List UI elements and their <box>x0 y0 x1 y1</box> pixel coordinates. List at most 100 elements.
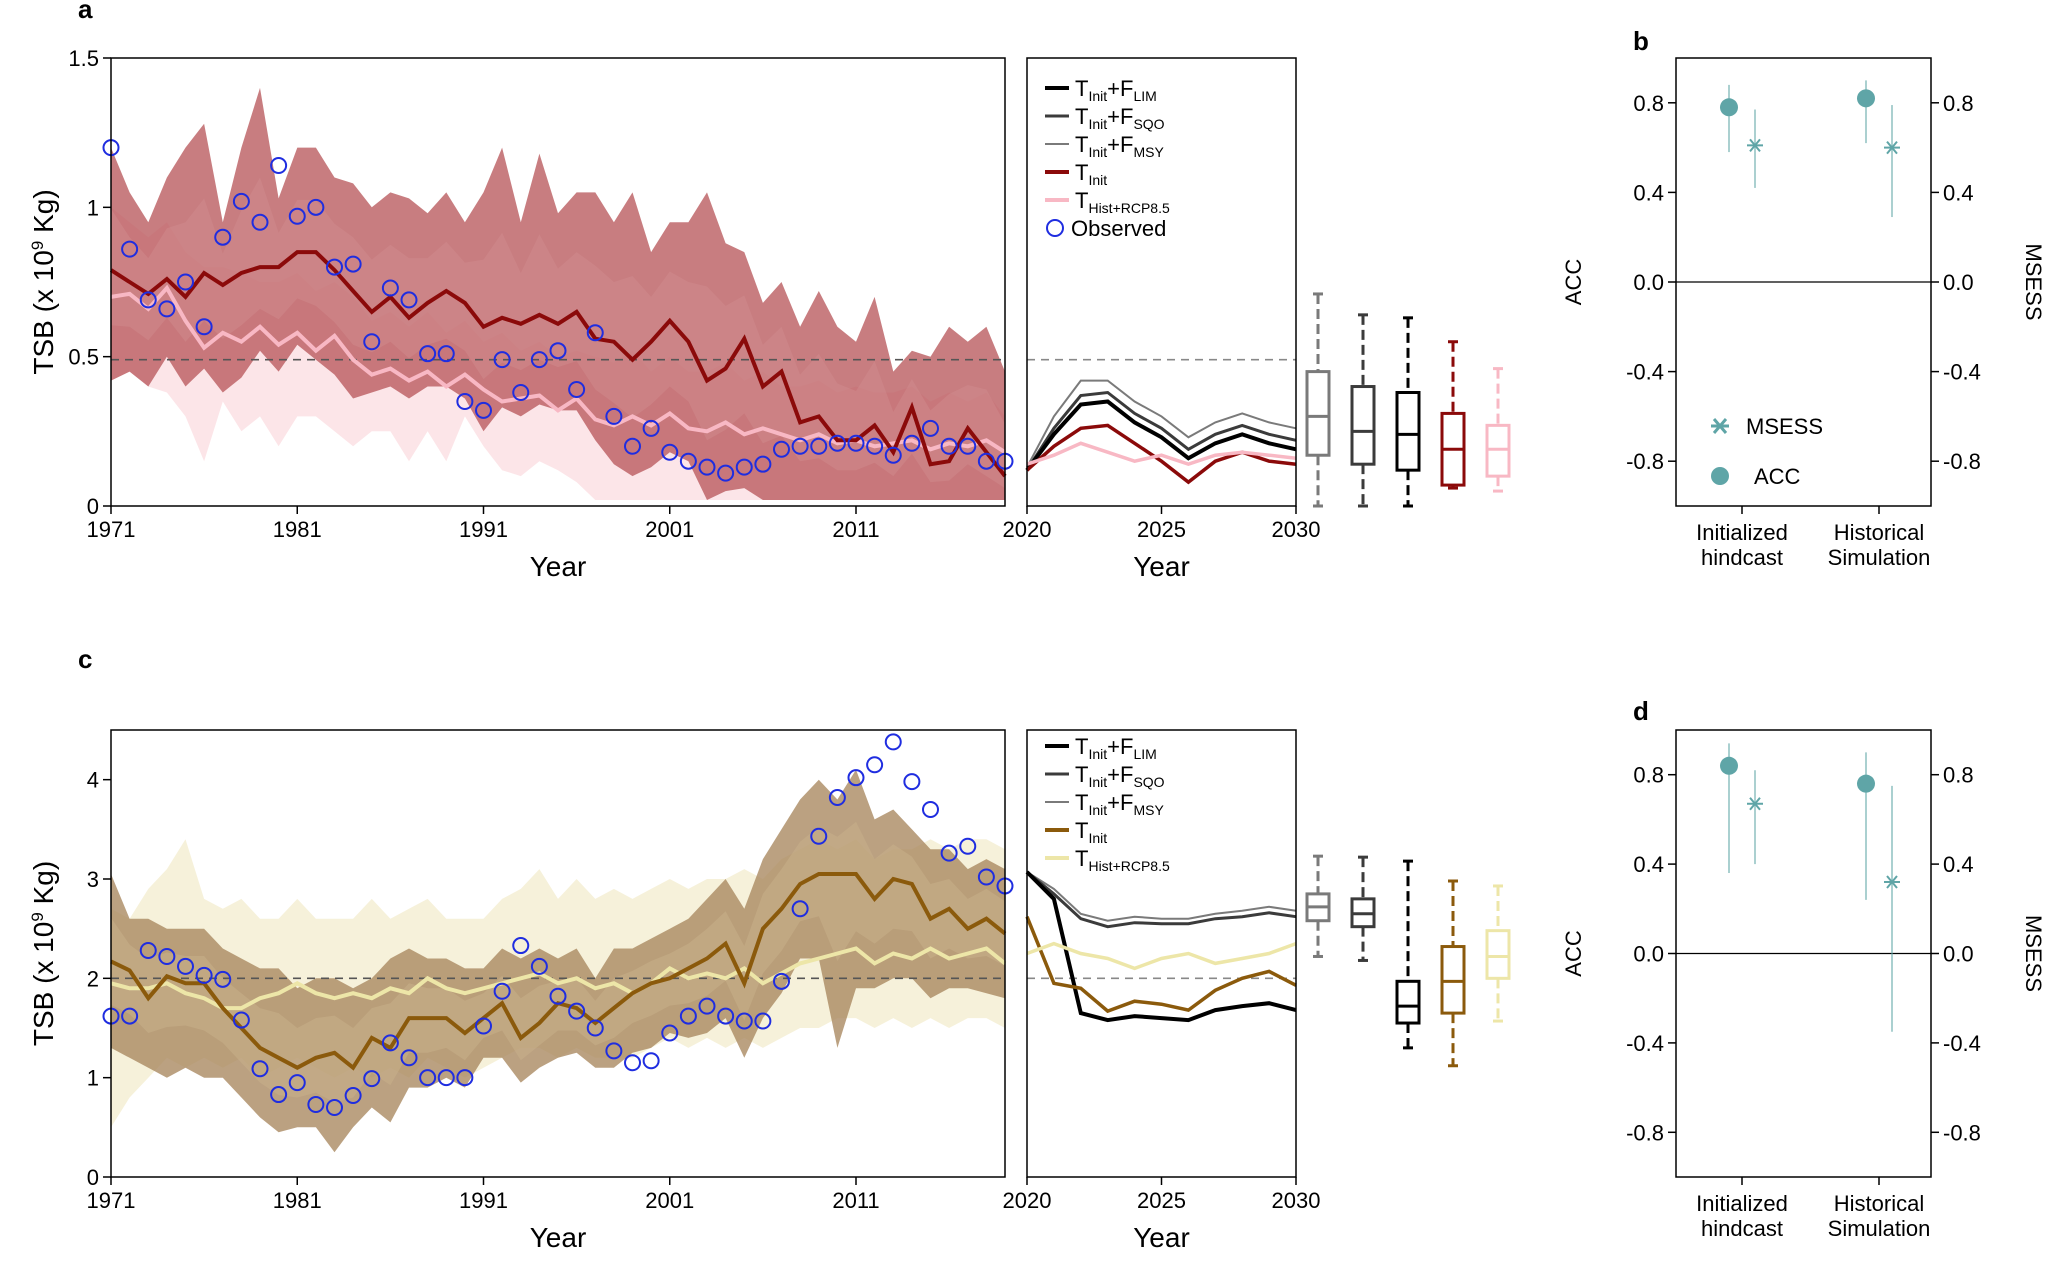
boxplot-box <box>1305 370 1331 457</box>
x-tick-label: 1971 <box>87 517 136 542</box>
y-tick-label-right: 0.0 <box>1943 270 1974 295</box>
observed-point <box>810 827 828 845</box>
legend-item-sqo-label: TInit+FSQO <box>1075 104 1165 132</box>
observed-point <box>624 1054 641 1072</box>
legend-msess-swatch <box>1711 418 1729 434</box>
y-tick-label: 0 <box>87 1165 99 1190</box>
observed-point <box>121 240 139 258</box>
observed-point <box>940 437 958 455</box>
y-tick-label-left: -0.4 <box>1626 1031 1664 1056</box>
hindcast-plot-frame <box>110 57 1006 507</box>
observed-point <box>288 207 306 225</box>
panel-a-biomass-timeseries: 0 0.5 1 1.5 1971 1981 1991 2001 2011 2020 2025 2030… <box>28 46 1511 582</box>
observed-point <box>381 1034 399 1052</box>
observed-point <box>419 345 437 363</box>
y-tick-label: 1 <box>87 1066 99 1091</box>
msess-star-stroke <box>1886 875 1898 889</box>
boxplot-msy <box>1305 292 1331 508</box>
legend-item-observed-label: Observed <box>1071 216 1166 241</box>
observed-point <box>605 1042 623 1060</box>
observed-point <box>363 1070 381 1088</box>
y-tick-label-left: -0.4 <box>1626 360 1664 385</box>
observed-point <box>530 957 548 975</box>
hindcast-plot-frame <box>110 729 1006 1178</box>
x-tick-label: 2020 <box>1003 1188 1052 1213</box>
acc-point <box>1857 89 1875 108</box>
legend-item-hist-label: THist+RCP8.5 <box>1075 846 1170 874</box>
observed-point <box>661 443 679 461</box>
projection-lim-line <box>1025 399 1297 472</box>
observed-point <box>828 789 846 807</box>
observed-point <box>456 392 474 410</box>
legend: TInit+FLIMTInit+FSQOTInit+FMSYTInitTHist… <box>1045 76 1170 241</box>
observed-point <box>307 1095 325 1113</box>
x-axis-label-projection: Year <box>1133 551 1190 582</box>
x-category-label-line1: Historical <box>1834 1191 1924 1216</box>
y-tick-label-left: 0.4 <box>1633 180 1664 205</box>
x-axis-label: Year <box>530 551 587 582</box>
observed-point <box>121 1007 139 1025</box>
panel-c-biomass-timeseries: 0 1 2 3 4 1971 1981 1991 2001 2011 2020 2025 2030 Yea… <box>28 729 1511 1253</box>
boxplot-box <box>1395 391 1421 472</box>
y-tick-label-left: -0.8 <box>1626 1120 1664 1145</box>
observed-point <box>586 324 604 342</box>
observed-point <box>773 972 790 990</box>
x-tick-label: 1971 <box>87 1188 136 1213</box>
x-tick-label: 1991 <box>459 517 508 542</box>
y-axis-label-acc: ACC <box>1561 930 1586 977</box>
observed-point <box>828 434 846 452</box>
observed-point <box>642 419 660 437</box>
y-tick-label-left: 0.0 <box>1633 270 1664 295</box>
observed-point <box>139 942 157 960</box>
projection-msy-line <box>1026 871 1297 922</box>
observed-point <box>549 987 567 1005</box>
x-tick-label: 2025 <box>1137 517 1186 542</box>
observed-point <box>735 458 753 476</box>
observed-point <box>866 437 884 455</box>
x-category-label-line1: Initialized <box>1696 520 1788 545</box>
observed-point <box>754 455 772 473</box>
y-tick-label-right: -0.4 <box>1943 360 1981 385</box>
observed-point <box>493 982 511 1000</box>
y-axis-label: TSB (x 109 Kg) <box>28 189 59 374</box>
acc-point <box>1857 774 1875 793</box>
observed-point <box>288 1074 306 1092</box>
skill-legend: MSESS ACC <box>1711 414 1823 489</box>
y-tick-label-left: -0.8 <box>1626 449 1664 474</box>
x-axis-label: Year <box>530 1222 587 1253</box>
observed-point <box>568 1002 586 1020</box>
observed-point <box>326 1098 343 1116</box>
observed-point <box>475 401 492 419</box>
observed-point <box>717 464 735 482</box>
projection-sqo-line <box>1026 870 1297 929</box>
legend-item-msy-label: TInit+FMSY <box>1075 132 1164 160</box>
x-axis-label-projection: Year <box>1133 1222 1190 1253</box>
observed-point <box>195 966 213 984</box>
legend: TInit+FLIMTInit+FSQOTInit+FMSYTInitTHist… <box>1045 734 1170 874</box>
boxplot-init <box>1440 879 1466 1068</box>
legend-item-init-label: TInit <box>1075 818 1107 846</box>
legend-msess-star-stroke <box>1712 418 1728 434</box>
observed-point <box>381 279 399 297</box>
boxplot-lim <box>1395 316 1421 508</box>
y-axis-label-msess: MSESS <box>2021 243 2046 320</box>
y-tick-label: 2 <box>87 966 99 991</box>
y-tick-label-right: 0.8 <box>1943 91 1974 116</box>
boxplot-box <box>1485 929 1511 980</box>
legend-item-lim-label: TInit+FLIM <box>1075 76 1157 104</box>
y-tick-label-right: -0.8 <box>1943 449 1981 474</box>
legend-item-hist-label: THist+RCP8.5 <box>1075 188 1170 216</box>
panel-label-a: a <box>78 0 93 24</box>
observed-point <box>251 213 269 231</box>
y-tick-label-right: 0.8 <box>1943 763 1974 788</box>
observed-point <box>437 1069 455 1087</box>
observed-point <box>363 333 381 351</box>
projection-hist-line <box>1026 941 1297 971</box>
y-tick-label-right: -0.4 <box>1943 1031 1981 1056</box>
boxplot-sqo <box>1350 313 1376 508</box>
observed-point <box>549 342 567 360</box>
observed-point <box>270 1086 288 1104</box>
observed-point <box>232 192 250 210</box>
observed-point <box>586 1019 604 1037</box>
